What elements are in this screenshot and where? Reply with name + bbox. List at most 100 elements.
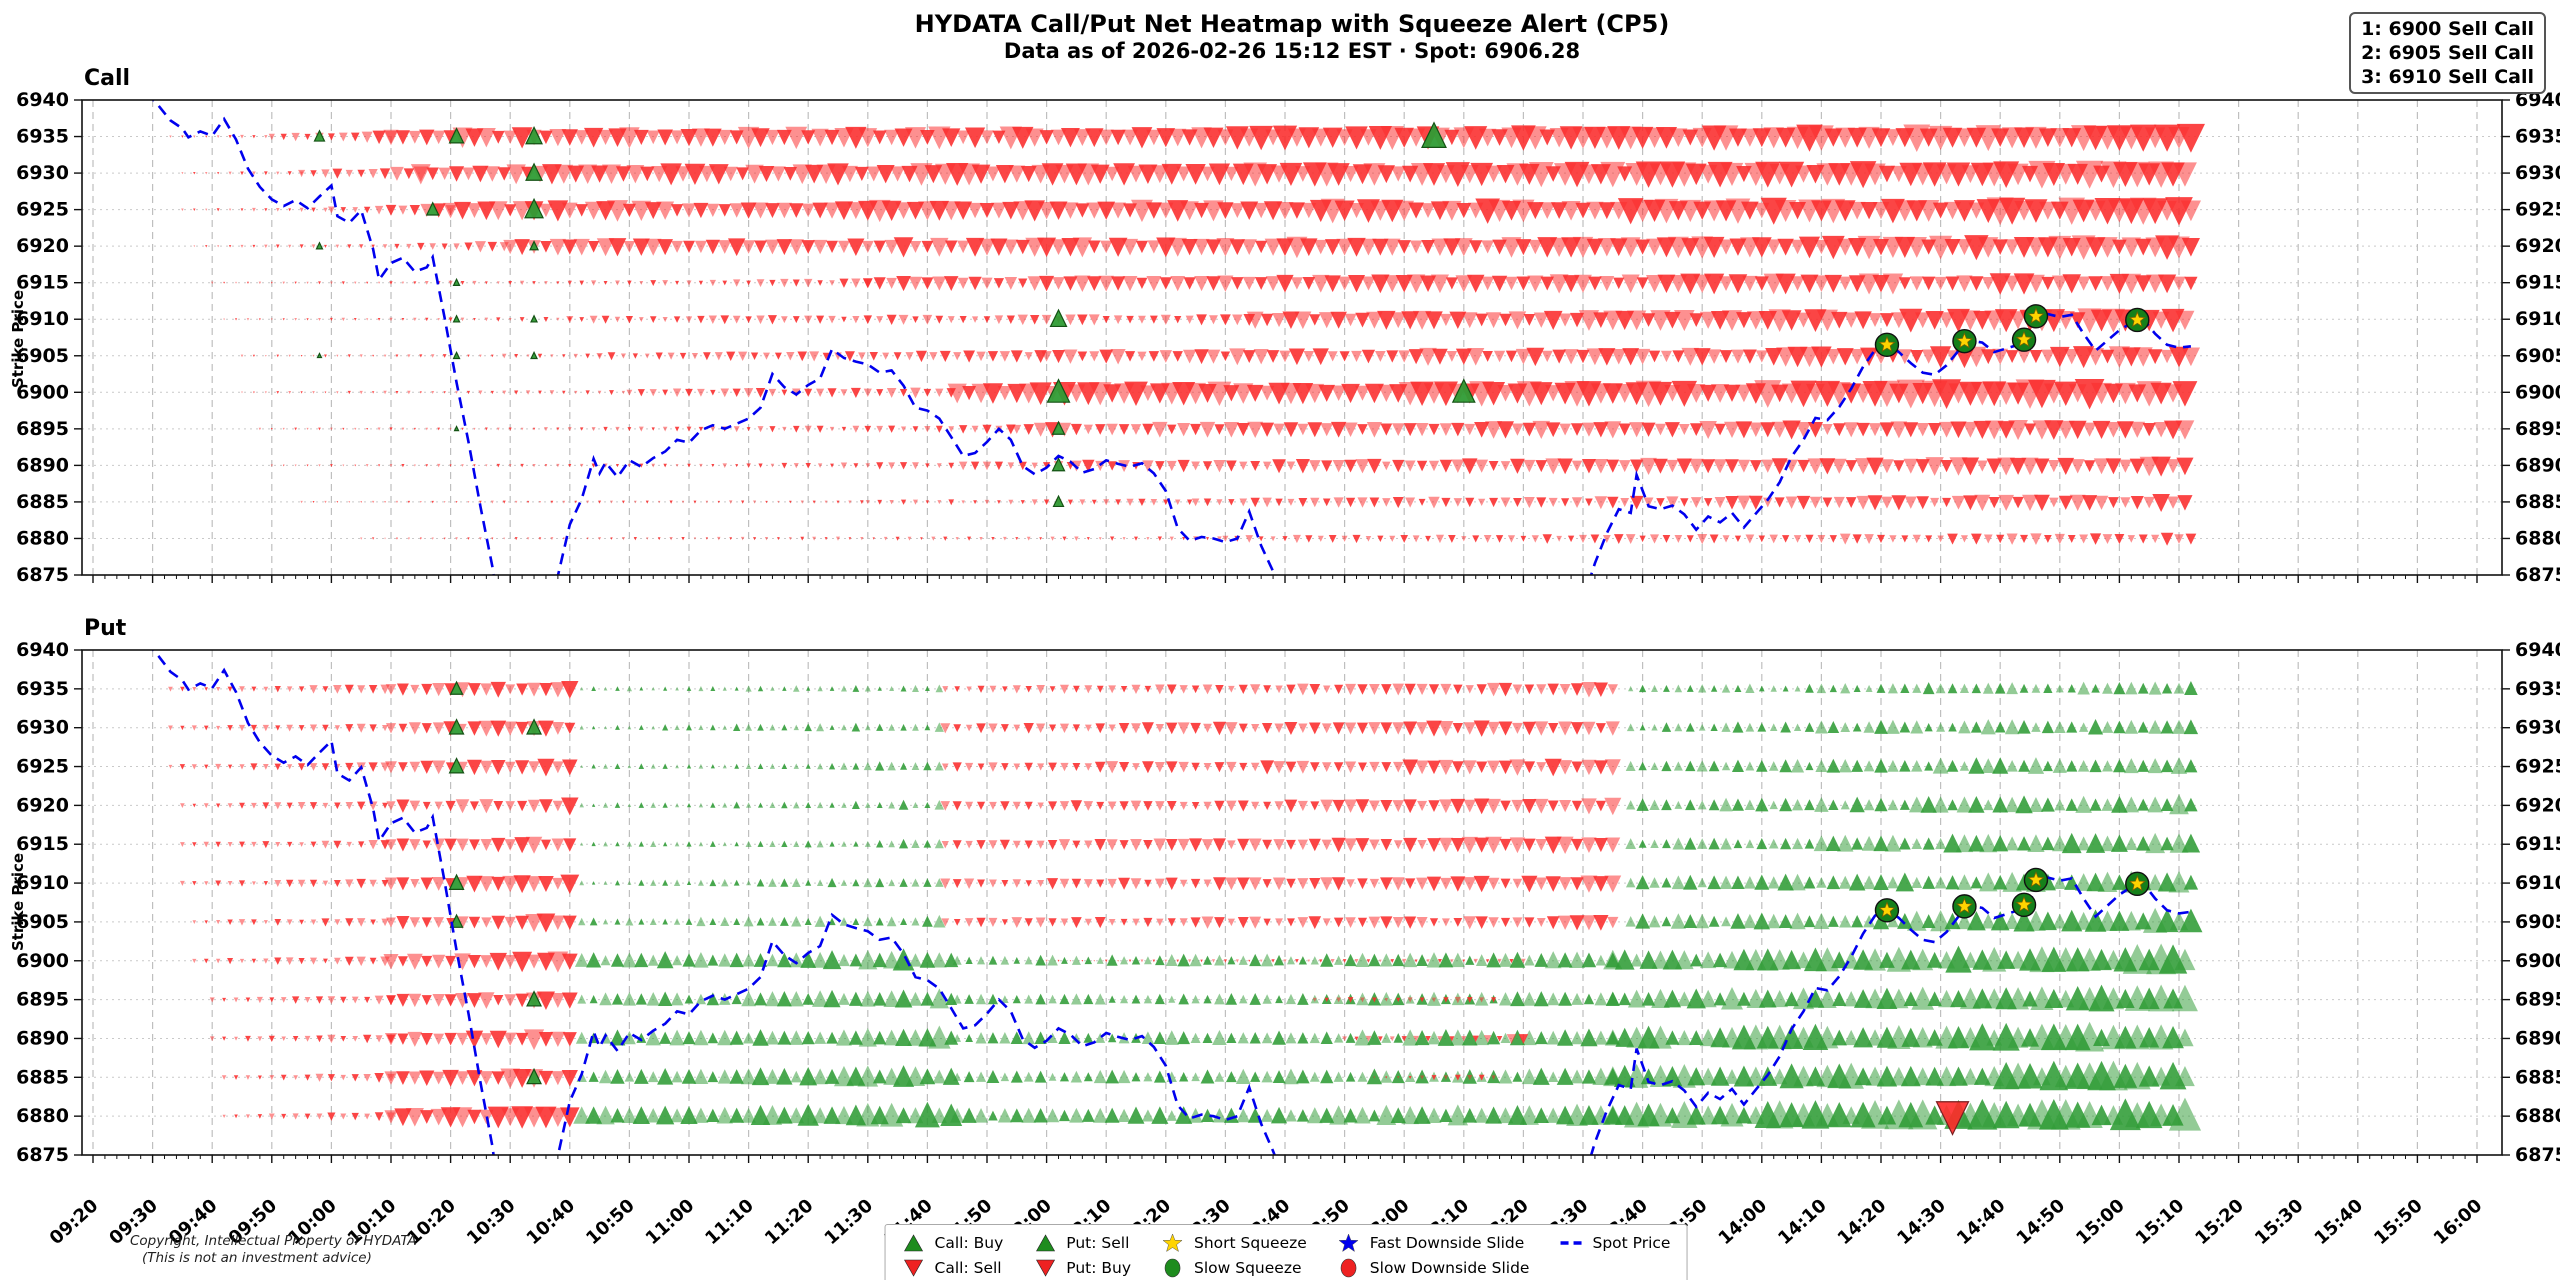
star-icon (1337, 1232, 1361, 1253)
x-tick-label: 15:50 (2370, 1195, 2427, 1249)
x-tick-label: 16:00 (2430, 1195, 2487, 1249)
x-tick-label: 11:00 (642, 1195, 699, 1249)
y-tick-label: 6875 (2515, 1144, 2560, 1166)
legend-item-label: Slow Downside Slide (1369, 1258, 1530, 1277)
x-tick-label: 14:50 (2013, 1195, 2070, 1249)
y-tick-label: 6920 (2515, 235, 2560, 257)
x-tick-label: 15:00 (2072, 1195, 2129, 1249)
call-x-ticks (92, 575, 2478, 583)
x-tick-label: 11:30 (821, 1195, 878, 1249)
legend-item-label: Put: Sell (1066, 1233, 1130, 1252)
legend-item: Slow Squeeze (1161, 1258, 1307, 1278)
legend-item: Put: Buy (1033, 1258, 1131, 1278)
y-tick-label: 6875 (16, 1144, 69, 1166)
legend-item-label: Short Squeeze (1194, 1233, 1307, 1252)
y-tick-label: 6895 (16, 418, 69, 440)
y-tick-label: 6890 (2515, 1027, 2560, 1049)
y-tick-label: 6905 (2515, 345, 2560, 367)
y-tick-label: 6875 (16, 564, 69, 586)
chart-legend: Call: Buy Call: Sell Put: Sell Put: Buy Shor… (884, 1224, 1688, 1280)
y-tick-label: 6920 (16, 235, 69, 257)
y-tick-label: 6910 (16, 872, 69, 894)
y-tick-label: 6880 (2515, 527, 2560, 549)
call-y-ticks: 6940 6940 6935 6935 6930 6930 6925 6925 6920 6920… (16, 89, 2560, 586)
y-tick-label: 6900 (2515, 381, 2560, 403)
y-tick-label: 6935 (16, 678, 69, 700)
y-tick-label: 6920 (2515, 794, 2560, 816)
y-tick-label: 6890 (16, 454, 69, 476)
y-tick-label: 6885 (2515, 1066, 2560, 1088)
legend-item-label: Spot Price (1592, 1233, 1671, 1252)
y-tick-label: 6880 (2515, 1105, 2560, 1127)
y-tick-label: 6910 (2515, 872, 2560, 894)
put-panel-border (81, 649, 2503, 1156)
y-tick-label: 6925 (16, 199, 69, 221)
y-tick-label: 6885 (16, 491, 69, 513)
triangle-down-icon (1033, 1258, 1057, 1278)
legend-item-label: Call: Buy (934, 1233, 1004, 1252)
x-tick-label: 15:40 (2311, 1195, 2368, 1249)
call-signal-markers (313, 121, 1476, 508)
x-tick-label: 10:50 (582, 1195, 639, 1249)
y-tick-label: 6930 (16, 717, 69, 739)
y-tick-label: 6935 (16, 126, 69, 148)
x-tick-label: 11:20 (761, 1195, 818, 1249)
triangle-down-icon (902, 1258, 926, 1278)
copyright-line-1: Copyright, Intellectual Property of HYDA… (130, 1233, 417, 1249)
put-panel: 6940 6940 6935 6935 6930 6930 6925 6925 6920 6920… (16, 639, 2560, 1166)
put-x-ticks (92, 1155, 2478, 1163)
legend-item: Spot Price (1559, 1233, 1670, 1253)
copyright-line-2: (This is not an investment advice) (142, 1250, 372, 1266)
call-squeeze-markers (1874, 304, 2150, 358)
x-tick-label: 15:20 (2191, 1195, 2248, 1249)
star-icon (1161, 1232, 1185, 1253)
circle-icon (1161, 1258, 1185, 1278)
y-tick-label: 6905 (2515, 911, 2560, 933)
legend-item: Call: Buy (902, 1233, 1004, 1253)
put-signal-markers (448, 680, 1970, 1136)
triangle-up-icon (902, 1233, 926, 1253)
y-tick-label: 6915 (2515, 833, 2560, 855)
y-tick-label: 6900 (16, 950, 69, 972)
x-tick-label: 10:30 (463, 1195, 520, 1249)
legend-item-label: Put: Buy (1066, 1258, 1132, 1277)
y-tick-label: 6930 (16, 162, 69, 184)
y-tick-label: 6915 (16, 833, 69, 855)
alert-line-1: 1: 6900 Sell Call (2361, 18, 2534, 40)
y-tick-label: 6900 (2515, 950, 2560, 972)
call-panel-title: Call (84, 66, 131, 91)
x-tick-label: 14:20 (1834, 1195, 1891, 1249)
spot-price-line (151, 650, 2192, 1155)
y-tick-label: 6900 (16, 381, 69, 403)
y-tick-label: 6905 (16, 911, 69, 933)
call-panel-border (81, 99, 2503, 576)
y-tick-label: 6880 (16, 527, 69, 549)
x-tick-label: 15:10 (2132, 1195, 2189, 1249)
squeeze-alert-box: 1: 6900 Sell Call 2: 6905 Sell Call 3: 6… (2349, 12, 2546, 94)
triangle-up-icon (1033, 1233, 1057, 1253)
y-tick-label: 6885 (16, 1066, 69, 1088)
y-tick-label: 6930 (2515, 717, 2560, 739)
x-tick-label: 14:40 (1953, 1195, 2010, 1249)
y-tick-label: 6920 (16, 794, 69, 816)
y-tick-label: 6890 (16, 1027, 69, 1049)
y-tick-label: 6915 (16, 272, 69, 294)
y-tick-label: 6940 (2515, 89, 2560, 111)
y-tick-label: 6895 (2515, 418, 2560, 440)
y-tick-label: 6915 (2515, 272, 2560, 294)
dashed-line-icon (1559, 1233, 1584, 1253)
legend-item: Call: Sell (902, 1258, 1004, 1278)
put-panel-title: Put (84, 616, 127, 641)
alert-line-2: 2: 6905 Sell Call (2361, 42, 2534, 64)
call-heatmap-rows (169, 123, 2205, 546)
legend-item-label: Fast Downside Slide (1369, 1233, 1525, 1252)
x-tick-label: 11:10 (701, 1195, 758, 1249)
y-tick-label: 6885 (2515, 491, 2560, 513)
y-tick-label: 6890 (2515, 454, 2560, 476)
spot-price-line (151, 100, 2192, 575)
y-tick-label: 6935 (2515, 678, 2560, 700)
y-tick-label: 6925 (2515, 756, 2560, 778)
put-heatmap-rows (168, 681, 2203, 1131)
